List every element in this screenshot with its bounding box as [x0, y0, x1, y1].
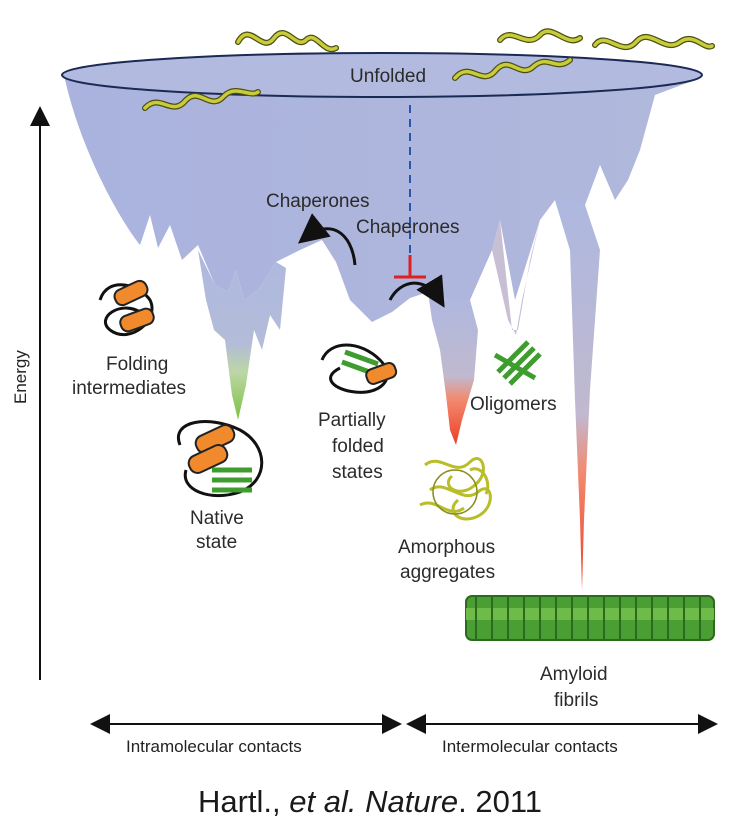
citation-etal: et al.: [289, 784, 357, 819]
chaperone-arrow-right: [388, 274, 445, 308]
native-state-icon: [176, 420, 264, 497]
label-amyloid-2: fibrils: [554, 690, 598, 711]
label-unfolded: Unfolded: [350, 66, 426, 87]
label-partially-folded-3: states: [332, 462, 383, 483]
label-amorphous-2: aggregates: [400, 562, 495, 583]
partially-folded-icon: [320, 343, 398, 394]
energy-landscape-diagram: Unfolded Chaperones Chaperones Folding i…: [11, 28, 718, 756]
chaperone-arrow-left: [297, 213, 357, 266]
amyloid-fibrils-icon: [465, 595, 715, 641]
label-folding-intermediates-1: Folding: [106, 354, 168, 375]
label-folding-intermediates-2: intermediates: [72, 378, 186, 399]
intramolecular-label: Intramolecular contacts: [126, 737, 302, 756]
citation-journal: Nature: [365, 784, 459, 819]
citation-authors: Hartl.,: [197, 784, 281, 819]
label-partially-folded-1: Partially: [318, 410, 386, 431]
citation-year: 2011: [475, 784, 543, 819]
citation: Hartl., et al. Nature. 2011: [197, 784, 543, 819]
folding-intermediates-icon: [98, 279, 155, 337]
amorphous-basin: [428, 292, 478, 445]
label-native-1: Native: [190, 508, 244, 529]
intermolecular-label: Intermolecular contacts: [442, 737, 618, 756]
label-oligomers: Oligomers: [470, 394, 557, 415]
label-amorphous-1: Amorphous: [398, 537, 495, 558]
amyloid-basin: [555, 200, 600, 590]
energy-funnel: [64, 75, 700, 322]
native-basin: [198, 250, 286, 420]
oligomer-basin: [492, 220, 540, 335]
label-chaperones-left: Chaperones: [266, 191, 370, 212]
amorphous-aggregates-icon: [419, 457, 492, 521]
energy-axis-label: Energy: [11, 350, 30, 404]
label-native-2: state: [196, 532, 237, 553]
label-amyloid-1: Amyloid: [540, 664, 608, 685]
label-partially-folded-2: folded: [332, 436, 384, 457]
label-chaperones-right: Chaperones: [356, 217, 460, 238]
oligomers-icon: [493, 340, 542, 386]
